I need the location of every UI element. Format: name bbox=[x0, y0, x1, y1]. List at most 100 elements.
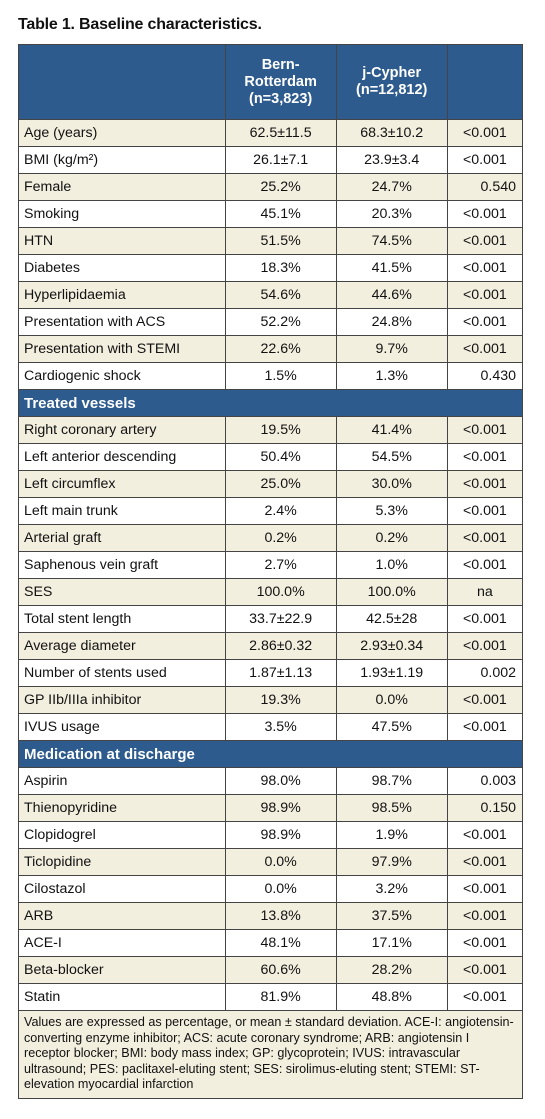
value-j-cypher: 9.7% bbox=[335, 335, 448, 363]
medication-body: Aspirin 98.0% 98.7% 0.003 Thienopyridine 98.9… bbox=[18, 767, 524, 1011]
table-row: Left anterior descending 50.4% 54.5% <0.001 bbox=[18, 443, 524, 471]
p-value: <0.001 bbox=[446, 146, 524, 174]
row-label: Presentation with STEMI bbox=[18, 335, 226, 363]
table-row: ACE-I 48.1% 17.1% <0.001 bbox=[18, 929, 524, 957]
p-value: <0.001 bbox=[446, 443, 524, 471]
table-row: Saphenous vein graft 2.7% 1.0% <0.001 bbox=[18, 551, 524, 579]
value-j-cypher: 1.9% bbox=[335, 821, 448, 849]
medication-section: Medication at discharge bbox=[18, 740, 523, 768]
row-label: Aspirin bbox=[18, 767, 226, 795]
header-col1-line1: Bern- bbox=[261, 56, 300, 73]
value-bern-rotterdam: 0.0% bbox=[224, 848, 337, 876]
p-value: <0.001 bbox=[446, 551, 524, 579]
table-footnote: Values are expressed as percentage, or m… bbox=[18, 1010, 523, 1099]
value-j-cypher: 1.3% bbox=[335, 362, 448, 390]
table-row: Ticlopidine 0.0% 97.9% <0.001 bbox=[18, 848, 524, 876]
value-j-cypher: 0.2% bbox=[335, 524, 448, 552]
p-value: <0.001 bbox=[446, 902, 524, 930]
value-bern-rotterdam: 22.6% bbox=[224, 335, 337, 363]
header-col2-line2: (n=12,812) bbox=[356, 82, 428, 98]
row-label: Left main trunk bbox=[18, 497, 226, 525]
row-label: Saphenous vein graft bbox=[18, 551, 226, 579]
row-label: Right coronary artery bbox=[18, 416, 226, 444]
row-label: Ticlopidine bbox=[18, 848, 226, 876]
row-label: Total stent length bbox=[18, 605, 226, 633]
table-row: Average diameter 2.86±0.32 2.93±0.34 <0.001 bbox=[18, 632, 524, 660]
value-bern-rotterdam: 2.4% bbox=[224, 497, 337, 525]
value-j-cypher: 98.5% bbox=[335, 794, 448, 822]
value-bern-rotterdam: 98.0% bbox=[224, 767, 337, 795]
value-bern-rotterdam: 45.1% bbox=[224, 200, 337, 228]
value-j-cypher: 28.2% bbox=[335, 956, 448, 984]
table-row: ARB 13.8% 37.5% <0.001 bbox=[18, 902, 524, 930]
row-label: Clopidogrel bbox=[18, 821, 226, 849]
table-row: Age (years) 62.5±11.5 68.3±10.2 <0.001 bbox=[18, 119, 524, 147]
value-j-cypher: 68.3±10.2 bbox=[335, 119, 448, 147]
p-value: <0.001 bbox=[446, 983, 524, 1011]
value-j-cypher: 41.4% bbox=[335, 416, 448, 444]
value-bern-rotterdam: 0.0% bbox=[224, 875, 337, 903]
value-bern-rotterdam: 98.9% bbox=[224, 794, 337, 822]
table-row: Total stent length 33.7±22.9 42.5±28 <0.001 bbox=[18, 605, 524, 633]
p-value: <0.001 bbox=[446, 929, 524, 957]
row-label: Cilostazol bbox=[18, 875, 226, 903]
row-label: Hyperlipidaemia bbox=[18, 281, 226, 309]
row-label: Left circumflex bbox=[18, 470, 226, 498]
value-bern-rotterdam: 26.1±7.1 bbox=[224, 146, 337, 174]
row-label: HTN bbox=[18, 227, 226, 255]
p-value: <0.001 bbox=[446, 875, 524, 903]
value-j-cypher: 3.2% bbox=[335, 875, 448, 903]
value-j-cypher: 5.3% bbox=[335, 497, 448, 525]
row-label: Thienopyridine bbox=[18, 794, 226, 822]
row-label: GP IIb/IIIa inhibitor bbox=[18, 686, 226, 714]
p-value: <0.001 bbox=[446, 956, 524, 984]
value-j-cypher: 1.0% bbox=[335, 551, 448, 579]
value-bern-rotterdam: 51.5% bbox=[224, 227, 337, 255]
value-bern-rotterdam: 54.6% bbox=[224, 281, 337, 309]
value-j-cypher: 97.9% bbox=[335, 848, 448, 876]
p-value: 0.002 bbox=[446, 659, 524, 687]
value-j-cypher: 47.5% bbox=[335, 713, 448, 741]
table-row: Arterial graft 0.2% 0.2% <0.001 bbox=[18, 524, 524, 552]
p-value: <0.001 bbox=[446, 605, 524, 633]
value-bern-rotterdam: 62.5±11.5 bbox=[224, 119, 337, 147]
value-bern-rotterdam: 3.5% bbox=[224, 713, 337, 741]
table-row: Presentation with ACS 52.2% 24.8% <0.001 bbox=[18, 308, 524, 336]
row-label: ARB bbox=[18, 902, 226, 930]
row-label: Presentation with ACS bbox=[18, 308, 226, 336]
value-j-cypher: 0.0% bbox=[335, 686, 448, 714]
row-label: Arterial graft bbox=[18, 524, 226, 552]
header-row: Bern- Rotterdam (n=3,823) j-Cypher (n=12… bbox=[18, 44, 524, 120]
header-j-cypher: j-Cypher (n=12,812) bbox=[335, 44, 448, 120]
row-label: Female bbox=[18, 173, 226, 201]
table-row: Cardiogenic shock 1.5% 1.3% 0.430 bbox=[18, 362, 524, 390]
row-label: BMI (kg/m²) bbox=[18, 146, 226, 174]
p-value: <0.001 bbox=[446, 524, 524, 552]
table-row: Female 25.2% 24.7% 0.540 bbox=[18, 173, 524, 201]
p-value: 0.430 bbox=[446, 362, 524, 390]
table-row: IVUS usage 3.5% 47.5% <0.001 bbox=[18, 713, 524, 741]
row-label: IVUS usage bbox=[18, 713, 226, 741]
row-label: SES bbox=[18, 578, 226, 606]
value-j-cypher: 17.1% bbox=[335, 929, 448, 957]
value-bern-rotterdam: 33.7±22.9 bbox=[224, 605, 337, 633]
value-j-cypher: 24.7% bbox=[335, 173, 448, 201]
p-value: <0.001 bbox=[446, 254, 524, 282]
table-row: Clopidogrel 98.9% 1.9% <0.001 bbox=[18, 821, 524, 849]
value-j-cypher: 42.5±28 bbox=[335, 605, 448, 633]
baseline-body: Age (years) 62.5±11.5 68.3±10.2 <0.001 BMI (… bbox=[18, 119, 524, 390]
value-j-cypher: 1.93±1.19 bbox=[335, 659, 448, 687]
row-label: Beta-blocker bbox=[18, 956, 226, 984]
p-value: <0.001 bbox=[446, 848, 524, 876]
value-bern-rotterdam: 1.5% bbox=[224, 362, 337, 390]
value-bern-rotterdam: 25.0% bbox=[224, 470, 337, 498]
vessels-section: Treated vessels bbox=[18, 389, 523, 417]
table-row: Smoking 45.1% 20.3% <0.001 bbox=[18, 200, 524, 228]
section-header-treated-vessels: Treated vessels bbox=[18, 389, 523, 417]
value-bern-rotterdam: 19.3% bbox=[224, 686, 337, 714]
table-row: Left circumflex 25.0% 30.0% <0.001 bbox=[18, 470, 524, 498]
header-label-cell bbox=[18, 44, 226, 120]
table-row: BMI (kg/m²) 26.1±7.1 23.9±3.4 <0.001 bbox=[18, 146, 524, 174]
p-value: <0.001 bbox=[446, 227, 524, 255]
table-row: Number of stents used 1.87±1.13 1.93±1.19 0… bbox=[18, 659, 524, 687]
